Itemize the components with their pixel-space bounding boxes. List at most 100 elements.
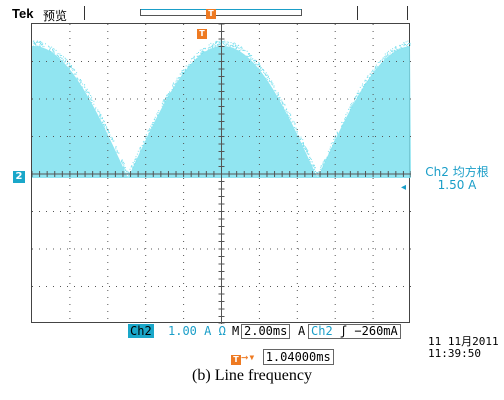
trace-noise [81,82,82,83]
trace-noise [275,90,276,91]
rising-edge-icon: ʃ [340,324,347,338]
trace-noise [53,48,54,49]
trace-noise [44,46,45,47]
trace-noise [329,153,330,154]
trace-noise [140,151,141,152]
trace-noise [307,153,308,154]
trace-noise [69,65,70,66]
channel-tag[interactable]: Ch2 [128,324,154,338]
trace-noise [102,122,103,123]
trace-noise [72,70,73,71]
trace-noise [233,43,234,44]
trace-noise [267,79,268,80]
trace-noise [254,60,255,61]
trace-noise [256,64,257,65]
trace-noise [304,145,305,146]
trace-noise [72,69,73,70]
trace-noise [175,84,176,85]
trace-noise [299,139,300,140]
trace-noise [163,99,164,100]
trace-noise [407,44,408,45]
trace-noise [91,97,92,98]
trace-noise [358,96,359,97]
record-view-bar[interactable] [140,9,302,16]
trigger-position-icon[interactable]: T [206,9,216,19]
trace-noise [382,60,383,61]
trace-noise [304,148,305,149]
date-time: 11 11月2011 11:39:50 [428,336,499,360]
trace-noise [59,57,60,58]
trace-noise [251,57,252,58]
trace-noise [195,60,196,61]
trace-noise [201,52,202,53]
trace-noise [279,99,280,100]
trace-noise [49,49,50,50]
trace-noise [89,92,90,93]
trace-noise [237,46,238,47]
trace-noise [266,78,267,79]
trace-noise [258,64,259,65]
trace-noise [198,52,199,53]
trace-noise [133,162,134,163]
trace-noise [278,92,279,93]
trace-noise [51,47,52,48]
horizontal-position-value[interactable]: 1.04000ms [263,349,334,365]
trace-noise [241,49,242,50]
trace-noise [375,67,376,68]
trace-noise [108,130,109,131]
trace-noise [118,153,119,154]
trace-noise [280,97,281,98]
trace-noise [272,83,273,84]
trace-noise [364,81,365,82]
trace-noise [166,97,167,98]
trace-noise [182,72,183,73]
trace-noise [106,126,107,127]
trace-noise [218,41,219,42]
trace-noise [387,54,388,55]
trace-noise [401,47,402,48]
trace-noise [342,124,343,125]
trace-noise [386,56,387,57]
trace-noise [169,91,170,92]
trace-noise [97,110,98,111]
trace-noise [388,55,389,56]
timebase-value[interactable]: 2.00ms [241,324,290,339]
trace-noise [104,125,105,126]
trace-noise [56,50,57,51]
trace-noise [231,42,232,43]
trace-noise [104,121,105,122]
trace-noise [313,165,314,166]
trace-noise [360,93,361,94]
trace-noise [219,41,220,42]
trace-noise [308,154,309,155]
trace-noise [318,175,319,176]
trace-noise [330,149,331,150]
trace-noise [173,84,174,85]
trace-noise [229,46,230,47]
trace-noise [176,82,177,83]
trace-noise [167,95,168,96]
trace-noise [365,83,366,84]
trace-noise [86,90,87,91]
trace-noise [355,97,356,98]
trace-noise [337,134,338,135]
trace-noise [282,103,283,104]
trace-noise [136,156,137,157]
trace-noise [189,64,190,65]
channel-2-marker[interactable]: 2 [13,171,25,183]
trace-noise [388,51,389,52]
trace-noise [100,117,101,118]
trace-noise [403,42,404,43]
trace-noise [289,116,290,117]
trigger-settings[interactable]: Ch2 ʃ −260mA [308,324,401,339]
trace-noise [295,128,296,129]
trace-noise [278,97,279,98]
trace-noise [337,133,338,134]
trace-noise [212,47,213,48]
trace-noise [138,151,139,152]
trace-noise [54,49,55,50]
trace-noise [274,85,275,86]
trace-noise [39,46,40,47]
trace-noise [153,124,154,125]
trace-noise [148,133,149,134]
